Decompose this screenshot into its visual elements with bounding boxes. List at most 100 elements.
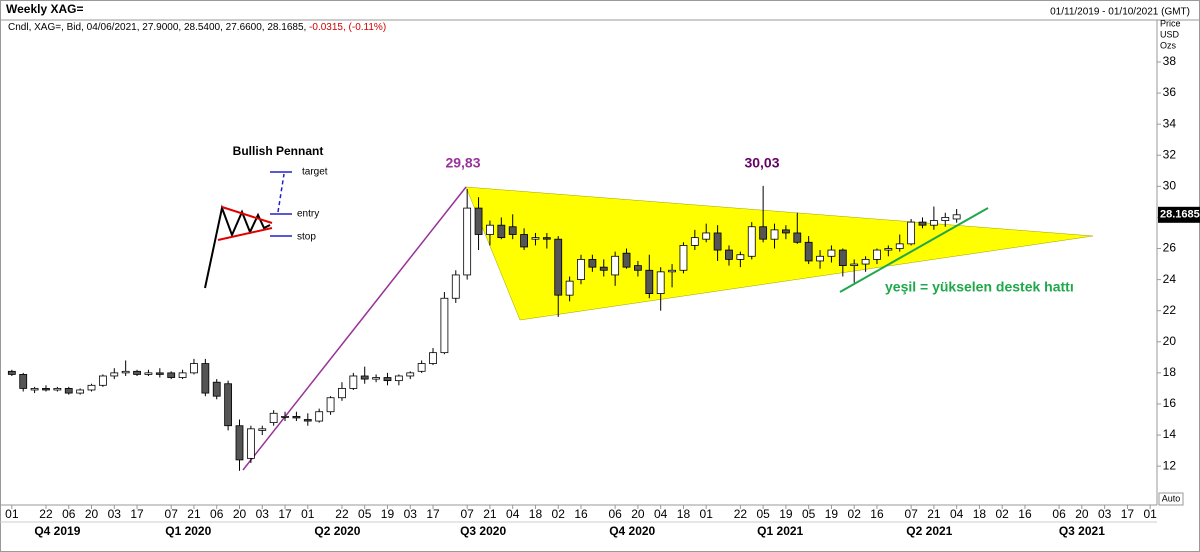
candle-body xyxy=(269,412,278,424)
candle-body xyxy=(190,363,198,374)
candle-body xyxy=(816,255,824,262)
x-tick-label: 17 xyxy=(426,507,440,521)
y-tick-label: 36 xyxy=(1163,85,1177,99)
candle-body xyxy=(246,428,255,459)
candle-body xyxy=(87,384,96,391)
x-tick-label: 06 xyxy=(1052,507,1066,521)
x-tick-label: 03 xyxy=(1098,507,1112,521)
inset-label: entry xyxy=(297,209,319,220)
quarter-label: Q4 2020 xyxy=(609,524,655,538)
x-tick-label: 17 xyxy=(130,507,144,521)
candle-body xyxy=(952,214,961,220)
x-tick-label: 05 xyxy=(358,507,372,521)
candle-body xyxy=(622,252,631,268)
x-tick-label: 16 xyxy=(574,507,588,521)
y-tick-label: 30 xyxy=(1163,179,1177,193)
candle-body xyxy=(281,415,289,418)
x-tick-label: 19 xyxy=(779,507,793,521)
x-tick-label: 22 xyxy=(734,507,748,521)
annotation: 30,03 xyxy=(744,155,779,171)
x-tick-label: 07 xyxy=(165,507,179,521)
candle-body xyxy=(42,388,50,391)
x-tick-label: 17 xyxy=(278,507,292,521)
candle-body xyxy=(690,237,699,246)
candle-body xyxy=(565,280,574,296)
candle-body xyxy=(76,389,85,394)
x-tick-label: 16 xyxy=(1018,507,1032,521)
candle-body xyxy=(554,238,563,296)
x-tick-label: 04 xyxy=(654,507,668,521)
candle-body xyxy=(656,271,665,294)
candle-body xyxy=(451,274,460,299)
x-tick-label: 06 xyxy=(62,507,76,521)
x-tick-label: 01 xyxy=(700,507,714,521)
candle-body xyxy=(429,352,437,364)
auto-button[interactable] xyxy=(1158,492,1184,506)
candle-body xyxy=(303,419,312,422)
candle-body xyxy=(884,248,893,251)
x-tick-label: 22 xyxy=(39,507,53,521)
x-tick-label: 20 xyxy=(233,507,247,521)
candle-body xyxy=(201,363,210,394)
candle-body xyxy=(53,388,62,391)
candle-body xyxy=(360,375,369,380)
y-tick-label: 14 xyxy=(1163,427,1177,441)
annotation: 29,83 xyxy=(445,155,480,171)
candle-body xyxy=(804,241,813,262)
candle-body xyxy=(258,428,267,431)
candle-body xyxy=(838,249,847,267)
candle-body xyxy=(224,383,233,427)
x-tick-label: 16 xyxy=(870,507,884,521)
candle-body xyxy=(645,269,654,294)
candle-body xyxy=(850,263,859,267)
x-tick-label: 18 xyxy=(677,507,691,521)
x-tick-label: 18 xyxy=(973,507,987,521)
candle-body xyxy=(178,372,187,378)
candle-body xyxy=(520,234,528,248)
candle-body xyxy=(338,388,346,399)
quarter-label: Q3 2020 xyxy=(460,524,506,538)
x-tick-label: 01 xyxy=(301,507,315,521)
candle-body xyxy=(133,370,141,375)
x-tick-label: 17 xyxy=(1121,507,1135,521)
x-tick-label: 18 xyxy=(529,507,543,521)
x-tick-label: 21 xyxy=(483,507,497,521)
y-tick-label: 24 xyxy=(1163,272,1177,286)
candle-body xyxy=(668,269,676,273)
candle-body xyxy=(725,249,733,260)
x-tick-label: 07 xyxy=(460,507,474,521)
y-tick-label: 16 xyxy=(1163,396,1177,410)
candle-body xyxy=(918,221,927,226)
candle-body xyxy=(895,243,904,249)
y-tick-label: 26 xyxy=(1163,241,1177,255)
x-tick-label: 07 xyxy=(904,507,918,521)
chart-title: Weekly XAG= xyxy=(6,2,83,16)
candle-body xyxy=(508,226,517,235)
candle-body xyxy=(929,220,938,226)
inset-title: Bullish Pennant xyxy=(233,144,324,158)
x-tick-label: 19 xyxy=(825,507,839,521)
x-tick-label: 20 xyxy=(1075,507,1089,521)
candle-body xyxy=(782,229,790,234)
candle-body xyxy=(144,372,153,375)
x-tick-label: 06 xyxy=(608,507,622,521)
y-tick-label: 38 xyxy=(1163,54,1177,68)
x-tick-label: 20 xyxy=(631,507,645,521)
quarter-label: Q4 2019 xyxy=(34,524,80,538)
candle-body xyxy=(167,372,176,378)
y-tick-label: 22 xyxy=(1163,303,1177,317)
candle-body xyxy=(577,258,585,280)
y-tick-label: 32 xyxy=(1163,147,1177,161)
candle-body xyxy=(155,372,164,375)
candle-body xyxy=(463,207,472,276)
candle-body xyxy=(349,375,358,389)
quarter-label: Q1 2020 xyxy=(165,524,211,538)
candle-body xyxy=(30,388,39,391)
candle-body xyxy=(611,255,620,276)
quarter-label: Q3 2021 xyxy=(1059,524,1105,538)
candle-body xyxy=(873,249,881,260)
candle-body xyxy=(326,397,335,413)
x-tick-label: 20 xyxy=(85,507,99,521)
pennant-inset: Bullish Pennant target entry stop xyxy=(195,130,340,300)
